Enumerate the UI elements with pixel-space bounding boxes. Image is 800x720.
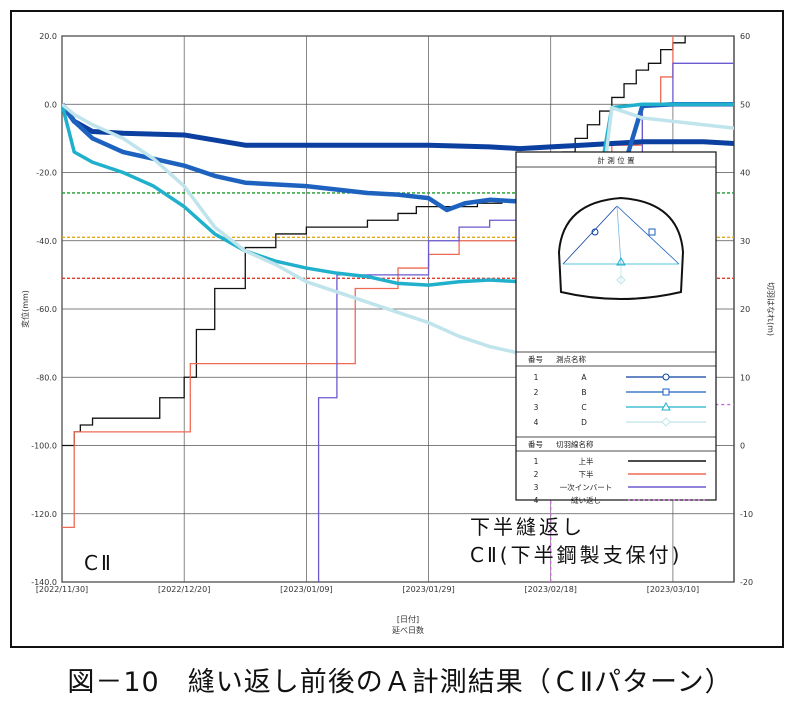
tunnel-section [557,196,685,300]
legend-box [515,151,717,501]
measure-line-A [562,205,618,265]
legend-measure-no: 2 [534,388,539,397]
y-right-tick-label: -20 [740,578,753,587]
legend-face-header-no: 番号 [528,439,543,449]
legend-marker-icon [661,417,671,427]
y-right-tick-label: 40 [740,169,750,178]
y-right-tick-label: 20 [740,305,750,314]
legend-measure-name: A [581,373,587,382]
legend-marker-icon [662,388,670,396]
legend-marker-icon [662,373,670,381]
y-left-axis-label: 変位(mm) [20,290,30,328]
x-tick-label: [2023/03/10] [647,585,699,594]
legend-measure-name: C [581,403,586,412]
x-tick-label: [2023/02/18] [525,585,577,594]
x-tick-label: [2022/12/20] [158,585,210,594]
measure-series-A [62,102,734,152]
chart-frame: 20.0 0.0 -20.0 -40.0 -60.0 -80.0 -100.0 -120.0 -… [10,10,784,648]
y-left-tick-label: 20.0 [39,32,57,41]
marker-A-icon [591,228,599,236]
y-left-tick-label: -120.0 [31,510,57,519]
legend-face-no: 2 [534,470,539,479]
legend-measure-name: D [581,418,587,427]
marker-C-icon [616,256,626,266]
legend-measure-header-no: 番号 [528,354,543,364]
y-right-tick-label: 60 [740,32,750,41]
legend-face-name: 上半 [579,456,594,466]
legend-measure-no: 1 [534,373,539,382]
legend-measure-name: B [581,388,586,397]
measure-series-D [62,102,734,366]
y-left-tick-label: 0.0 [44,100,57,109]
zone-right-label-line2: CⅡ(下半鋼製支保付) [470,543,682,567]
measure-line-top [616,205,622,265]
y-right-tick-label: -10 [740,510,753,519]
y-right-axis-label: 切羽はなれ(m) [766,282,775,336]
legend-title: 計 測 位 置 [597,155,635,165]
legend-face-name: 縫い返し [571,495,601,505]
y-right-tick-label: 50 [740,100,750,109]
x-tick-label: [2022/11/30] [36,585,88,594]
legend-face-no: 1 [534,457,539,466]
x-axis-label-line2: 延べ日数 [392,625,424,635]
y-left-tick-label: -20.0 [36,169,57,178]
legend-measure-no: 3 [534,403,539,412]
x-axis-label-line1: [日付] [397,614,419,624]
legend-face-header-name: 切羽線名称 [556,439,594,449]
x-tick-label: [2023/01/29] [402,585,454,594]
y-right-tick-label: 30 [740,237,750,246]
face-series-1 [62,36,686,447]
y-left-tick-label: -80.0 [36,373,57,382]
legend-marker-icon [661,401,671,411]
measure-line-B [616,205,680,265]
y-left-tick-label: -100.0 [31,442,57,451]
y-left-tick-label: -40.0 [36,237,57,246]
zone-right-label-line1: 下半縫返し [470,515,585,539]
legend-face-no: 3 [534,483,539,492]
legend-face-name: 一次インバート [560,482,613,492]
chart-svg: 20.0 0.0 -20.0 -40.0 -60.0 -80.0 -100.0 -120.0 -… [20,32,775,635]
figure-caption: 図－10 縫い返し前後のＡ計測結果（ＣⅡパターン） [67,667,733,698]
measure-series-C [62,102,734,287]
marker-D-icon [616,275,626,285]
legend-face-no: 4 [534,496,539,505]
y-left-tick-label: -140.0 [31,578,57,587]
legend-measure-no: 4 [534,418,539,427]
x-tick-label: [2023/01/09] [280,585,332,594]
zone-left-label: CⅡ [84,551,114,575]
y-left-tick-label: -60.0 [36,305,57,314]
legend-face-name: 下半 [579,469,594,479]
y-right-tick-label: 0 [740,442,745,451]
y-right-tick-label: 10 [740,373,750,382]
marker-B-icon [648,228,656,236]
legend-measure-header-name: 測点名称 [556,354,586,364]
